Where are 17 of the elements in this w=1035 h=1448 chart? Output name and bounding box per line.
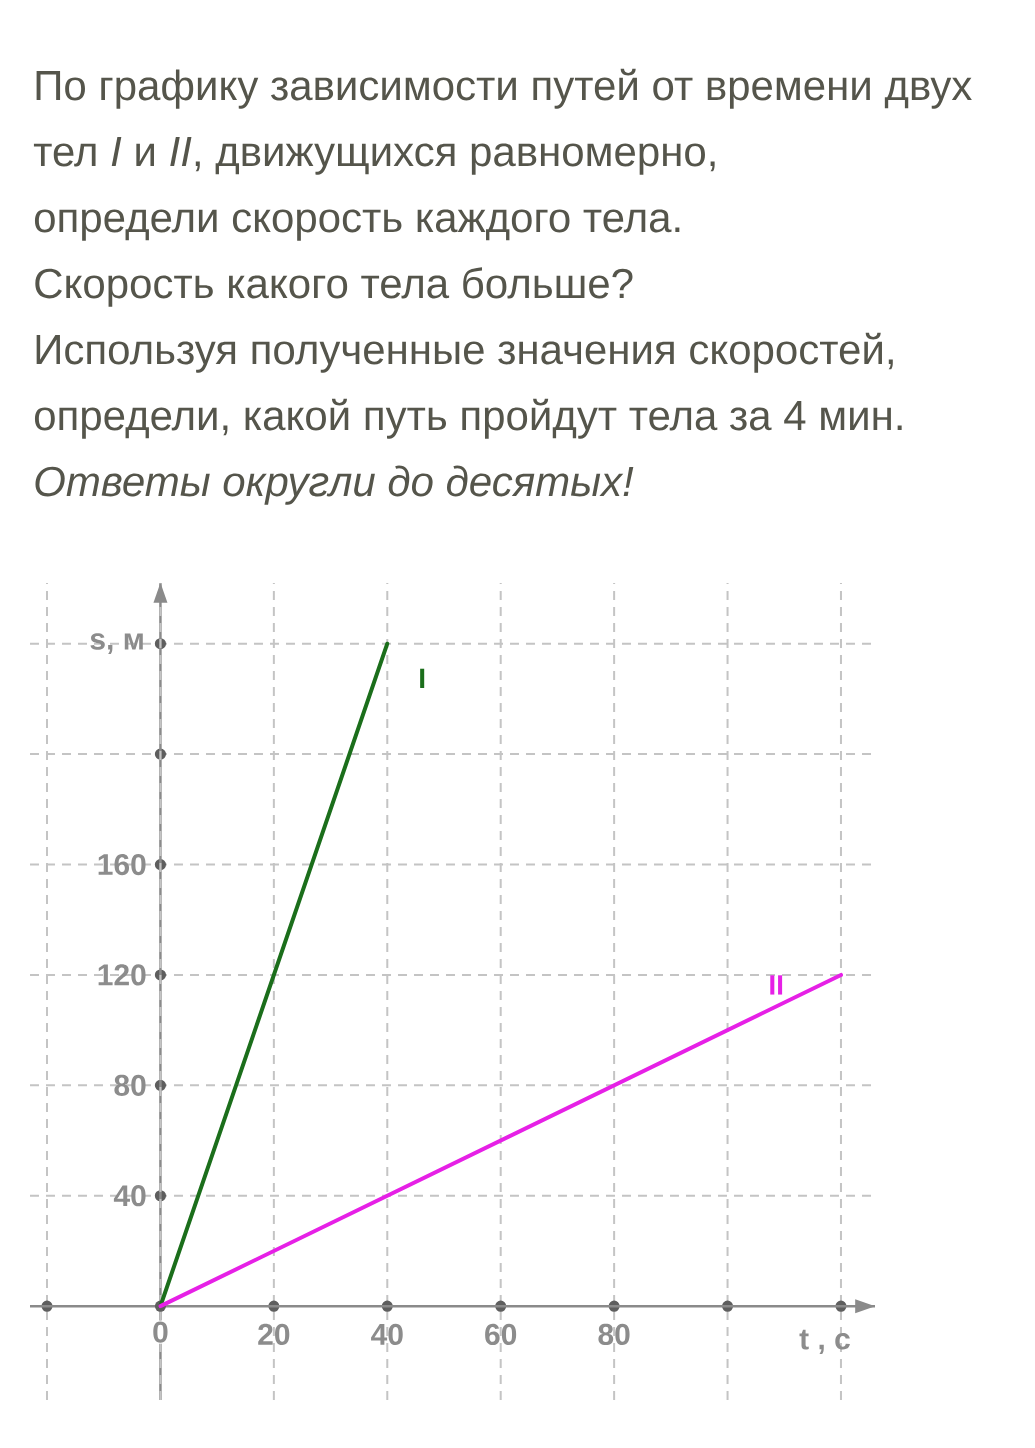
text: Скорость какого тела больше? [35,267,633,307]
text: Используя полученные значения скоростей, определи, какой путь пройдут тела за 4 мин. [34,332,902,439]
x-tick-label: 0 [153,1321,168,1343]
x-tick-label: 20 [258,1323,290,1346]
x-tick-label: 40 [371,1323,403,1346]
x-tick-label: 80 [598,1323,630,1346]
y-axis-title: s, м [90,633,143,655]
series-label: I [420,668,425,688]
y-tick-label: 120 [98,964,146,986]
series-label: II [770,975,783,995]
x-tick-label: 60 [485,1323,517,1346]
x-axis-title: t , c [799,1329,850,1354]
y-tick-label: 160 [98,853,146,876]
text: Ответы округли до десятых! [35,465,634,505]
y-tick-label: 80 [114,1074,146,1096]
chart-title: По графику зависимости путей от времени двух тел I и II, движущихся равномерно, определи скорость каждого тела. [33,68,972,241]
y-tick-label: 40 [113,1185,146,1207]
